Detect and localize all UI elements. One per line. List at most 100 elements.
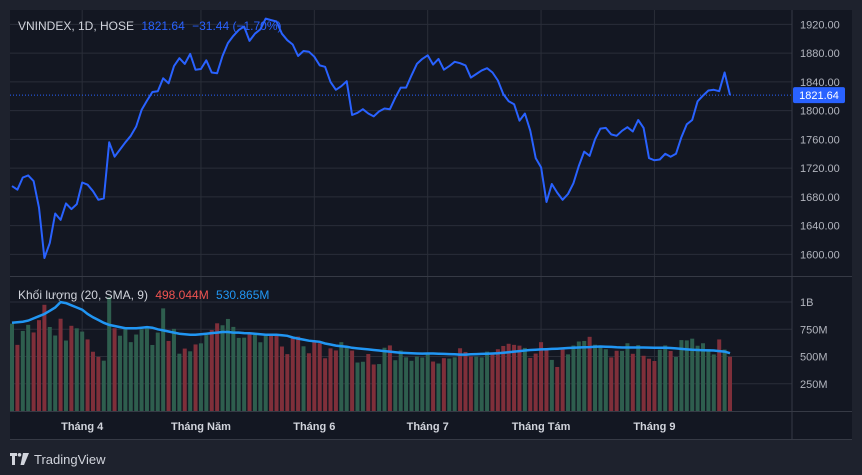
volume-bar (652, 360, 657, 411)
volume-bar (587, 336, 592, 411)
brand-name: TradingView (34, 451, 106, 467)
volume-axis[interactable]: 250M 500M 750M 1B (800, 297, 828, 391)
time-tick-label: Tháng 4 (61, 421, 104, 433)
volume-bar (560, 349, 565, 411)
volume-bar (269, 335, 274, 411)
volume-bar (728, 356, 732, 411)
volume-bar (15, 344, 20, 411)
volume-bar (312, 341, 317, 411)
price-axis[interactable]: 1600.00 1640.00 1680.00 1720.00 1760.00 1800.… (800, 19, 840, 261)
volume-value: 498.044M (155, 288, 209, 302)
volume-bar (636, 345, 641, 411)
volume-bar (328, 348, 333, 411)
volume-bar (107, 297, 112, 411)
volume-bar (555, 366, 560, 411)
volume-bar (296, 336, 301, 411)
volume-bar (258, 342, 263, 411)
price-tick-label: 1800.00 (800, 106, 840, 118)
price-tick-label: 1920.00 (800, 19, 840, 31)
volume-bar (161, 308, 166, 411)
time-axis[interactable]: Tháng 4 Tháng Năm Tháng 6 Tháng 7 Tháng Tám T… (61, 421, 675, 433)
volume-bar (112, 328, 117, 411)
volume-bar (290, 337, 295, 411)
volume-bar (350, 350, 355, 411)
time-tick-label: Tháng 7 (407, 421, 449, 433)
volume-legend[interactable]: Khối lượng (20, SMA, 9) 498.044M 530.865… (18, 288, 273, 302)
volume-bar (31, 332, 36, 411)
volume-bar (620, 350, 625, 411)
volume-bar (150, 344, 155, 411)
price-tick-label: 1880.00 (800, 48, 840, 60)
symbol-legend[interactable]: VNINDEX, 1D, HOSE 1821.64 −31.44 (−1.70%… (18, 19, 286, 33)
volume-bar (252, 334, 257, 411)
volume-bar (279, 346, 284, 411)
volume-bar (468, 356, 473, 411)
volume-bar (323, 358, 328, 411)
time-tick-label: Tháng 6 (293, 421, 335, 433)
volume-bar (711, 354, 716, 411)
volume-bar (576, 341, 581, 411)
volume-bar (582, 340, 587, 411)
volume-bar (53, 335, 58, 411)
volume-sma-value: 530.865M (216, 288, 270, 302)
volume-bar (382, 347, 387, 411)
volume-bar (609, 357, 614, 411)
volume-bar (123, 327, 128, 411)
volume-bar (10, 323, 14, 411)
volume-bar (344, 346, 349, 411)
volume-bar (614, 350, 619, 411)
volume-bar (668, 350, 673, 411)
volume-bar (387, 345, 392, 411)
volume-bar (193, 344, 198, 411)
volume-bar (431, 361, 436, 411)
volume-bar (528, 357, 533, 411)
volume-bar (366, 354, 371, 411)
volume-bar (209, 330, 214, 411)
volume-bar (436, 363, 441, 411)
volume-bar (674, 356, 679, 411)
volume-bar (20, 330, 25, 411)
volume-bar (393, 360, 398, 411)
volume-bar (501, 345, 506, 411)
volume-bar (414, 356, 419, 411)
volume-bar (706, 349, 711, 411)
volume-bar (657, 349, 662, 411)
price-tick-label: 1840.00 (800, 77, 840, 89)
volume-tick-label: 500M (800, 352, 828, 364)
volume-bar (539, 342, 544, 411)
volume-bar (549, 359, 554, 411)
price-tick-label: 1760.00 (800, 134, 840, 146)
volume-bar (90, 351, 95, 411)
volume-bar (236, 337, 241, 411)
volume-bar (47, 327, 52, 411)
volume-bar (663, 345, 668, 411)
change-value: −31.44 (−1.70%) (192, 19, 282, 33)
volume-bars (10, 297, 732, 411)
volume-bar (96, 356, 101, 411)
volume-bar (225, 318, 230, 411)
volume-bar (566, 354, 571, 411)
volume-bar (306, 353, 311, 411)
price-tick-label: 1640.00 (800, 221, 840, 233)
volume-bar (58, 318, 63, 411)
volume-bar (317, 343, 322, 411)
time-tick-label: Tháng Tám (512, 421, 571, 433)
volume-bar (117, 335, 122, 411)
volume-bar (441, 358, 446, 411)
volume-bar (463, 351, 468, 411)
volume-bar (544, 349, 549, 411)
volume-bar (371, 364, 376, 411)
volume-bar (42, 304, 47, 411)
volume-bar (171, 328, 176, 411)
volume-bar (144, 328, 149, 411)
volume-bar (26, 324, 31, 411)
axis-lines (10, 10, 852, 440)
volume-bar (447, 358, 452, 411)
volume-bar (517, 345, 522, 411)
volume-bar (215, 323, 220, 411)
tradingview-brand[interactable]: TradingView (10, 450, 106, 468)
volume-bar (274, 335, 279, 411)
volume-tick-label: 750M (800, 324, 828, 336)
volume-bar (690, 338, 695, 411)
volume-tick-label: 1B (800, 297, 813, 309)
